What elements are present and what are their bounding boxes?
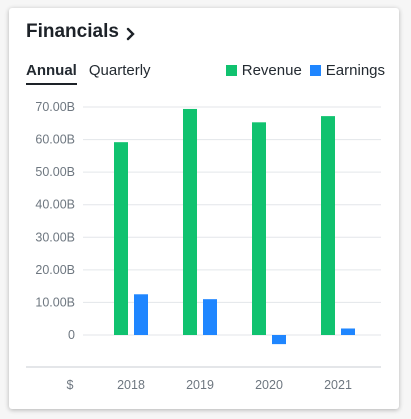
earnings-bar xyxy=(272,335,286,345)
x-tick-label: 2018 xyxy=(117,378,145,392)
x-tick-label: 2020 xyxy=(255,378,283,392)
earnings-bar xyxy=(341,328,355,335)
earnings-swatch xyxy=(309,65,321,76)
tab-quarterly[interactable]: Quarterly xyxy=(88,62,151,79)
financials-header-link[interactable]: Financials xyxy=(26,21,137,43)
earnings-bar xyxy=(203,299,217,335)
legend-label-earnings: Earnings xyxy=(325,62,385,79)
legend-item-earnings: Earnings xyxy=(309,62,385,79)
revenue-bar xyxy=(114,142,128,335)
earnings-bar xyxy=(134,294,148,335)
y-tick-label: 50.00B xyxy=(35,165,75,179)
y-tick-label: 40.00B xyxy=(35,198,75,212)
financials-card: Financials Annual Quarterly Revenue Earn… xyxy=(9,8,399,409)
currency-unit-label: $ xyxy=(67,378,74,392)
x-tick-label: 2019 xyxy=(186,378,214,392)
y-tick-label: 30.00B xyxy=(35,230,75,244)
y-tick-label: 0 xyxy=(68,328,75,342)
y-tick-label: 60.00B xyxy=(35,133,75,147)
y-tick-label: 20.00B xyxy=(35,263,75,277)
y-tick-label: 10.00B xyxy=(35,295,75,309)
tab-annual[interactable]: Annual xyxy=(26,62,77,85)
chevron-right-icon xyxy=(125,25,137,41)
revenue-swatch xyxy=(225,65,237,76)
y-tick-label: 70.00B xyxy=(35,100,75,114)
legend-label-revenue: Revenue xyxy=(241,62,302,79)
period-tabs: Annual Quarterly xyxy=(26,62,151,85)
chart-legend: Revenue Earnings xyxy=(225,62,385,79)
financials-bar-chart: 70.00B 60.00B 50.00B 40.00B 30.00B 20.00B 10.0… xyxy=(26,100,381,392)
revenue-bar xyxy=(321,116,335,336)
legend-item-revenue: Revenue xyxy=(225,62,302,79)
financials-title: Financials xyxy=(26,21,119,42)
revenue-bar xyxy=(252,122,266,336)
x-tick-label: 2021 xyxy=(324,378,352,392)
revenue-bar xyxy=(183,108,197,335)
